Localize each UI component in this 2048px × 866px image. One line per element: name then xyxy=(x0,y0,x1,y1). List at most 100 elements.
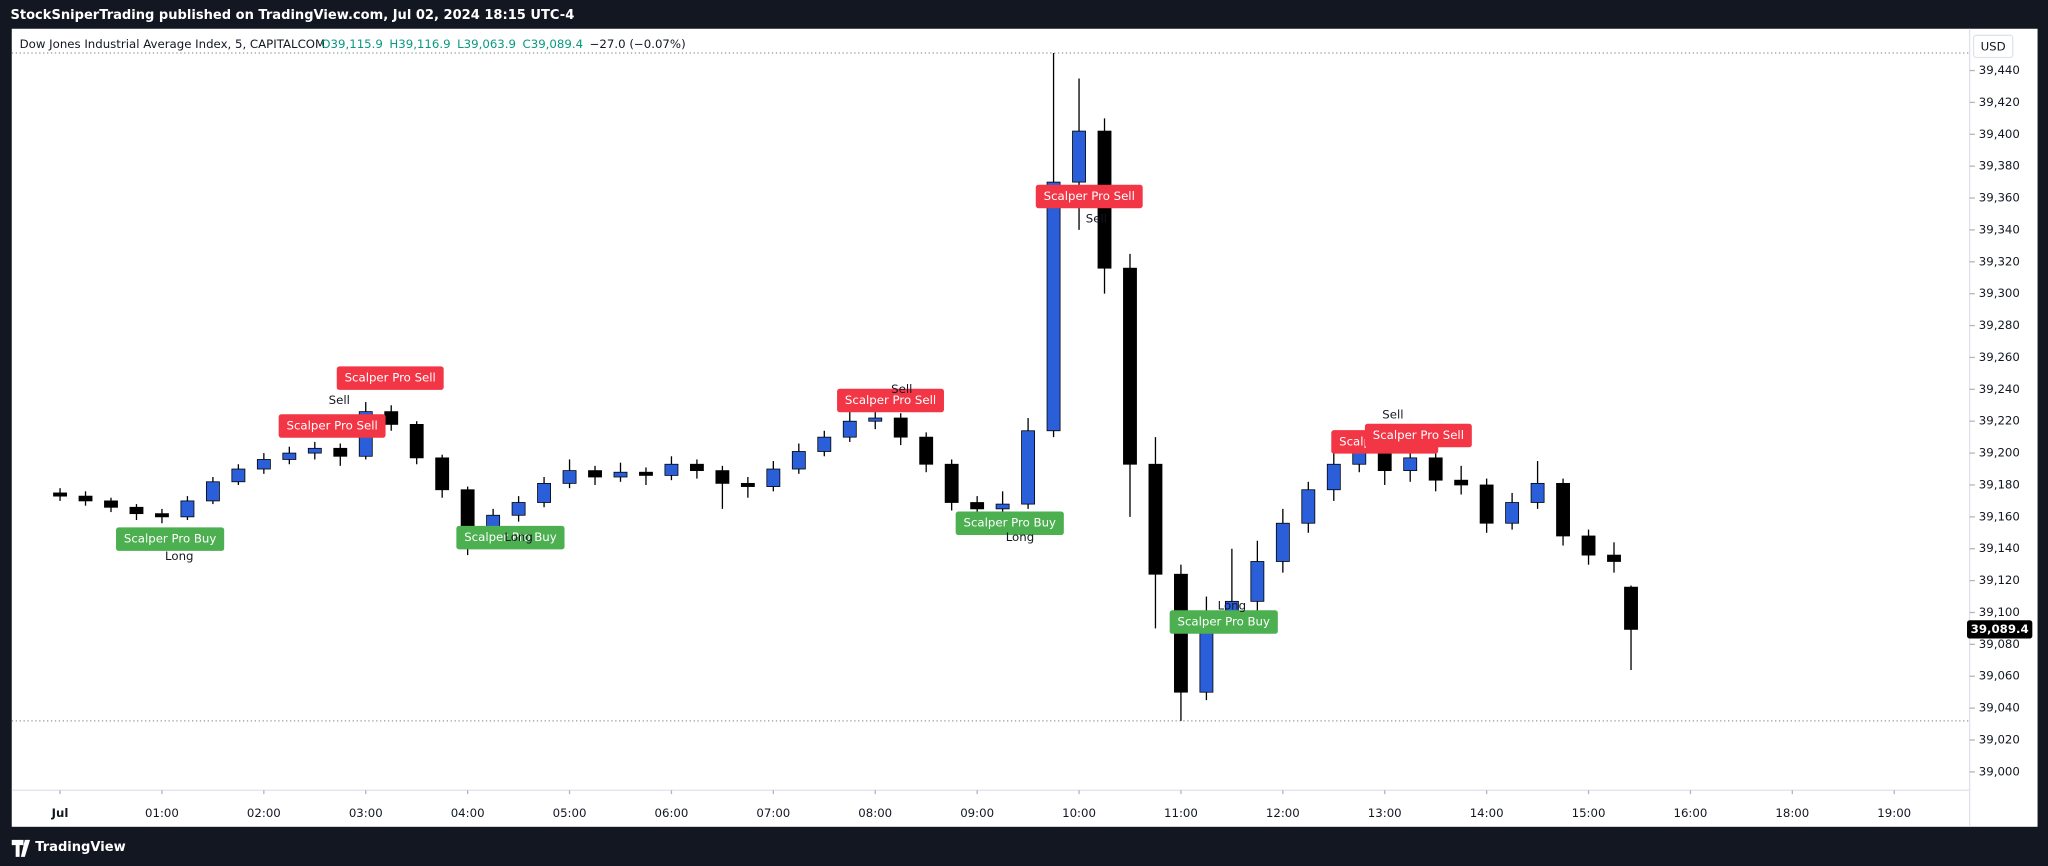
candle-body xyxy=(537,482,551,503)
last-price-tag xyxy=(1967,620,2033,639)
candle-body xyxy=(588,470,602,478)
signal-text: Long xyxy=(165,549,193,563)
x-tick-label: 04:00 xyxy=(451,806,485,820)
candle-body xyxy=(435,457,450,491)
header-ohlc: L39,063.9 xyxy=(457,37,516,51)
chart-title: Dow Jones Industrial Average Index, 5, C… xyxy=(20,37,326,51)
y-tick-label: 39,100 xyxy=(1979,605,2020,619)
signal-text: Sell xyxy=(1086,211,1107,225)
buy-label-box xyxy=(456,525,565,550)
brand-logo xyxy=(11,839,31,857)
y-tick-label: 39,240 xyxy=(1979,382,2020,396)
buy-label-box xyxy=(1169,610,1278,634)
sell-label: Scalper Pro Sell xyxy=(345,371,436,385)
candle-body xyxy=(893,417,908,438)
y-tick-label: 39,080 xyxy=(1979,637,2020,651)
header-ohlc: H39,116.9 xyxy=(389,37,450,51)
candle-body xyxy=(919,436,934,465)
candle-body xyxy=(1123,267,1137,465)
candle-body xyxy=(842,420,857,438)
x-tick-label: 09:00 xyxy=(960,806,994,820)
candle-body xyxy=(180,500,195,518)
x-tick-label: 02:00 xyxy=(247,806,281,820)
candle-body xyxy=(256,459,271,470)
candle-body xyxy=(53,492,67,497)
candle-body xyxy=(1403,457,1418,472)
y-tick-label: 39,040 xyxy=(1979,701,2020,715)
candle-body xyxy=(766,468,781,487)
buy-label-box xyxy=(955,511,1064,535)
candle-body xyxy=(205,481,220,502)
buy-label: Scalper Pro Buy xyxy=(964,516,1057,530)
x-tick-label: 13:00 xyxy=(1368,806,1402,820)
signal-text: Long xyxy=(1006,530,1034,544)
sell-label: Scalper Pro Sell xyxy=(1373,428,1464,442)
candle-body xyxy=(1479,484,1494,524)
sell-label-box xyxy=(1035,184,1143,209)
x-tick-label: 07:00 xyxy=(756,806,790,820)
sell-label-box xyxy=(278,414,386,438)
y-tick-label: 39,220 xyxy=(1979,414,2020,428)
candle-body xyxy=(715,470,730,484)
candle-body xyxy=(1530,482,1545,503)
buy-label: Scalper Pro Buy xyxy=(464,530,557,544)
candle-body xyxy=(562,470,577,484)
candle-body xyxy=(664,463,679,476)
candle-body xyxy=(1377,451,1392,472)
candle-body xyxy=(1275,522,1290,562)
candle-body xyxy=(384,411,399,425)
x-tick-label: 05:00 xyxy=(553,806,587,820)
candle-body xyxy=(1046,181,1061,432)
sell-label-box xyxy=(336,366,444,390)
last-price-label: 39,089.4 xyxy=(1971,622,2029,636)
candle-body xyxy=(155,513,169,518)
candle-body xyxy=(1326,463,1341,491)
signal-text: Long xyxy=(1218,599,1246,613)
x-tick-label: 03:00 xyxy=(349,806,383,820)
y-tick-label: 39,320 xyxy=(1979,254,2020,268)
candle-body xyxy=(1624,586,1638,630)
x-tick-label: 14:00 xyxy=(1470,806,1504,820)
x-tick-label: 15:00 xyxy=(1572,806,1606,820)
currency: USD xyxy=(1981,40,2006,54)
x-tick-label: 10:00 xyxy=(1062,806,1096,820)
candle-body xyxy=(1556,482,1570,537)
candle-body xyxy=(307,447,322,454)
candle-body xyxy=(1148,463,1163,575)
signal-text: Long xyxy=(504,530,532,544)
candle-body xyxy=(1454,479,1469,486)
sell-label: Scalper Pro Sell xyxy=(845,393,936,407)
candle-body xyxy=(282,452,297,460)
sell-label: Scalper Pro Sell xyxy=(287,418,378,432)
y-tick-label: 39,380 xyxy=(1979,159,2020,173)
candle-body xyxy=(613,471,628,478)
candle-body xyxy=(868,417,883,422)
y-tick-label: 39,140 xyxy=(1979,541,2020,555)
buy-label-box xyxy=(116,527,225,551)
candle-body xyxy=(639,471,653,476)
header-change: −27.0 (−0.07%) xyxy=(590,37,686,51)
y-tick-label: 39,200 xyxy=(1979,446,2020,460)
candle-body xyxy=(689,463,704,472)
signal-text: Sell xyxy=(891,382,912,396)
y-tick-label: 39,360 xyxy=(1979,191,2020,205)
candle-body xyxy=(791,451,806,470)
publisher: StockSniperTrading published on TradingV… xyxy=(10,8,574,23)
candle-body xyxy=(1301,489,1316,524)
y-tick-label: 39,020 xyxy=(1979,733,2020,747)
candle-body xyxy=(460,489,475,530)
candle-body xyxy=(970,502,985,510)
currency-box xyxy=(1972,34,2014,59)
signal-text: Sell xyxy=(329,393,350,407)
candle-body xyxy=(511,502,526,516)
signal-text: Sell xyxy=(1382,407,1403,421)
sell-label: Scalper Pro Sell xyxy=(1044,189,1135,203)
candle-body xyxy=(995,503,1010,510)
y-tick-label: 39,420 xyxy=(1979,95,2020,109)
x-tick-label: 19:00 xyxy=(1877,806,1911,820)
candle-body xyxy=(129,506,144,515)
header-ohlc: O39,115.9 xyxy=(321,37,383,51)
sell-label-box xyxy=(837,388,944,413)
y-tick-label: 39,180 xyxy=(1979,477,2020,491)
